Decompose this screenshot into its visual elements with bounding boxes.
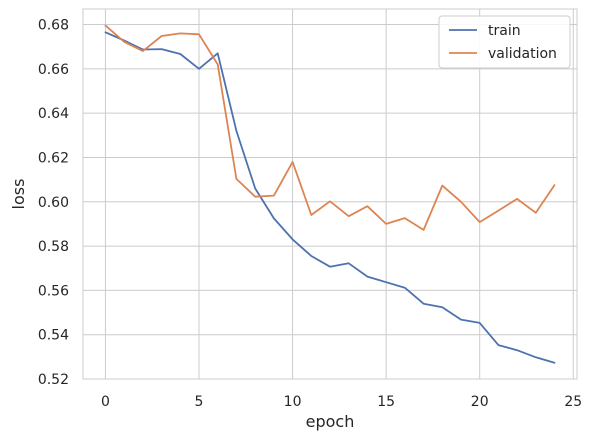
x-tick-label: 0 — [101, 394, 110, 410]
series-line-train — [104, 31, 556, 364]
series-lines — [104, 24, 556, 364]
plot-area — [82, 8, 578, 380]
legend: train validation — [438, 15, 571, 69]
y-tick-label: 0.58 — [38, 239, 69, 255]
y-tick-label: 0.64 — [38, 106, 69, 122]
y-tick-label: 0.52 — [38, 372, 69, 388]
x-tick-label: 25 — [564, 394, 582, 410]
x-tick-label: 15 — [377, 394, 395, 410]
y-tick-label: 0.62 — [38, 150, 69, 166]
y-tick-label: 0.60 — [38, 195, 69, 211]
series-line-validation — [104, 24, 556, 231]
y-tick-label: 0.66 — [38, 62, 69, 78]
x-tick-label: 5 — [195, 394, 204, 410]
legend-label-train: train — [488, 23, 521, 39]
y-tick-label: 0.54 — [38, 328, 69, 344]
x-tick-labels: 0 5 10 15 20 25 — [101, 394, 582, 410]
y-axis-label: loss — [9, 179, 28, 210]
legend-box — [438, 15, 571, 69]
x-axis-label: epoch — [306, 412, 355, 431]
y-tick-label: 0.68 — [38, 18, 69, 34]
grid — [83, 9, 577, 380]
y-tick-label: 0.56 — [38, 283, 69, 299]
legend-label-validation: validation — [488, 46, 557, 62]
x-tick-label: 20 — [471, 394, 489, 410]
y-tick-labels: 0.52 0.54 0.56 0.58 0.60 0.62 0.64 0.66 0.68 — [38, 18, 69, 388]
x-tick-label: 10 — [284, 394, 302, 410]
